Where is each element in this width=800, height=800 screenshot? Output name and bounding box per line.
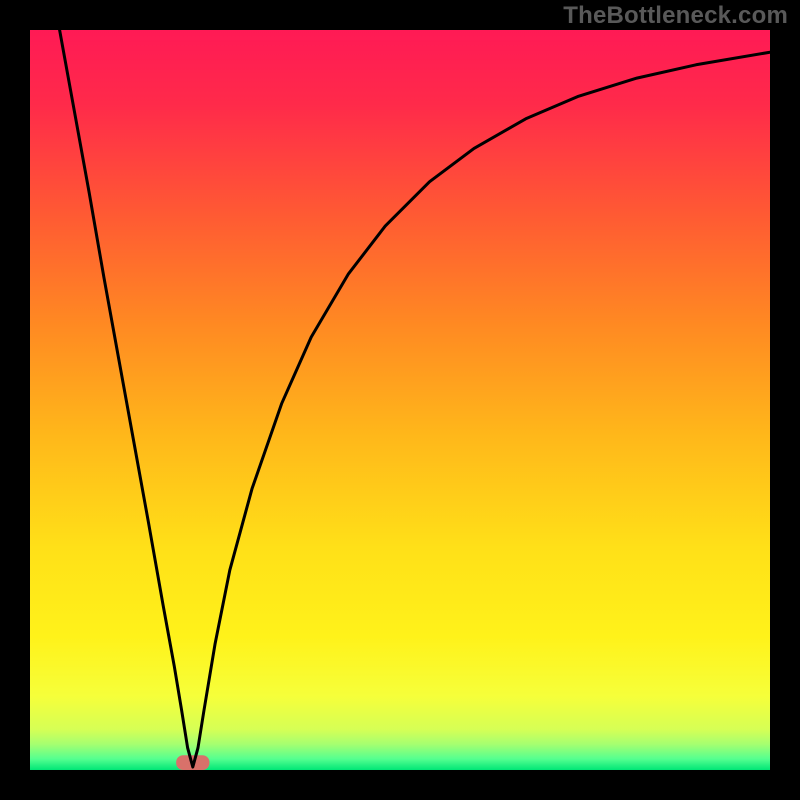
chart-stage: TheBottleneck.com (0, 0, 800, 800)
plot-area-gradient (30, 30, 770, 770)
watermark-text: TheBottleneck.com (563, 2, 788, 30)
chart-svg (0, 0, 800, 800)
